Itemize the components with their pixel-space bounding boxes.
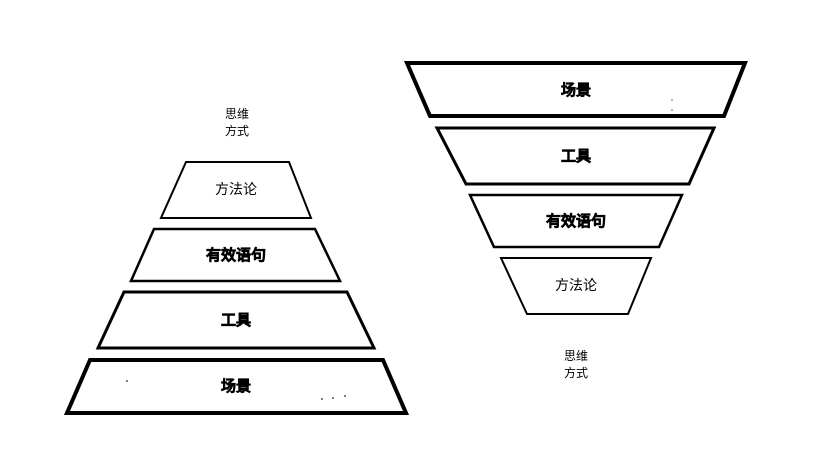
funnel: 场景 工具 有效语句 方法论 思维 方式	[403, 61, 748, 380]
pyramid: 思维 方式 方法论 有效语句 工具 场景	[63, 107, 410, 415]
funnel-layer-bottom	[499, 257, 653, 315]
scan-speck	[126, 380, 128, 382]
funnel-label-tools: 工具	[561, 147, 591, 165]
pyramid-label-scenarios: 场景	[221, 377, 251, 395]
pyramid-label-effective-statements: 有效语句	[206, 246, 266, 264]
scan-speck	[671, 109, 673, 111]
pyramid-layer-second	[129, 227, 342, 283]
pyramid-layer-base	[63, 358, 410, 415]
pyramid-layer-third	[95, 290, 377, 350]
pyramid-caption-line2: 方式	[225, 123, 249, 138]
pyramid-layer-top	[159, 161, 313, 219]
funnel-caption-line1: 思维	[564, 349, 588, 363]
funnel-caption-line2: 方式	[564, 365, 588, 380]
funnel-layer-top	[403, 61, 748, 118]
pyramid-label-methodology: 方法论	[215, 182, 257, 198]
funnel-layer-second	[434, 126, 717, 186]
scan-speck	[344, 395, 346, 397]
pyramid-label-tools: 工具	[221, 311, 251, 329]
scan-speck	[321, 398, 323, 400]
scan-speck	[671, 99, 673, 101]
funnel-label-methodology: 方法论	[555, 278, 597, 294]
funnel-label-scenarios: 场景	[561, 81, 591, 99]
funnel-label-effective-statements: 有效语句	[546, 212, 606, 230]
scan-speck	[332, 397, 334, 399]
pyramid-caption-line1: 思维	[225, 107, 249, 121]
funnel-layer-third	[468, 193, 684, 249]
